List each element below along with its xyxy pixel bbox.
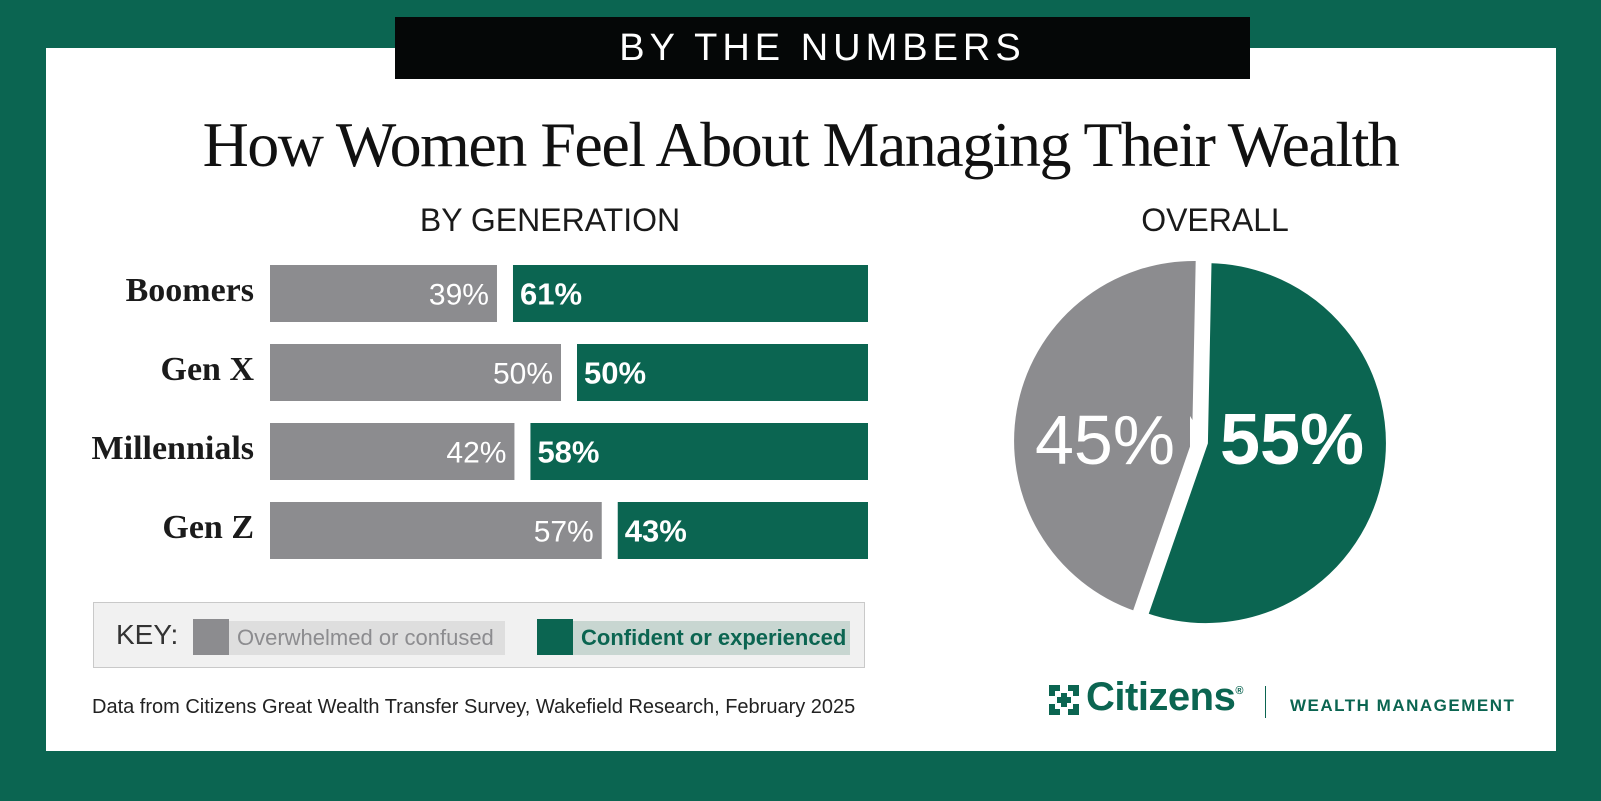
legend: KEY: Overwhelmed or confused Confident o… bbox=[93, 602, 865, 668]
citizens-logo-icon bbox=[1049, 685, 1079, 715]
legend-label-overwhelmed: Overwhelmed or confused bbox=[229, 621, 505, 655]
bar-overwhelmed-boomers bbox=[270, 265, 497, 322]
data-label-confident-millennials: 58% bbox=[537, 435, 599, 470]
bar-confident-boomers bbox=[512, 265, 868, 322]
bar-overwhelmed-millennials bbox=[270, 423, 515, 480]
data-label-confident-boomers: 61% bbox=[520, 277, 582, 312]
legend-title: KEY: bbox=[116, 619, 179, 650]
data-label-overwhelmed-millennials: 42% bbox=[446, 437, 506, 470]
bar-overwhelmed-gen-z bbox=[270, 502, 602, 559]
logo-subtitle: WEALTH MANAGEMENT bbox=[1290, 696, 1516, 715]
logo-name: Citizens bbox=[1086, 675, 1236, 719]
banner-text: BY THE NUMBERS bbox=[619, 26, 1026, 69]
category-label-boomers: Boomers bbox=[125, 272, 254, 309]
bar-confident-millennials bbox=[530, 423, 868, 480]
bar-overwhelmed-gen-x bbox=[270, 344, 561, 401]
pie-label-confident: 55% bbox=[1220, 400, 1364, 480]
banner: BY THE NUMBERS bbox=[395, 17, 1250, 79]
logo-wordmark: Citizens® bbox=[1086, 675, 1243, 720]
bar-confident-gen-x bbox=[577, 344, 868, 401]
bar-confident-gen-z bbox=[617, 502, 868, 559]
category-label-millennials: Millennials bbox=[91, 430, 254, 467]
category-label-gen-z: Gen Z bbox=[162, 509, 254, 546]
pie-slice-overwhelmed bbox=[1010, 256, 1200, 616]
page-title: How Women Feel About Managing Their Weal… bbox=[202, 109, 1400, 180]
data-label-overwhelmed-gen-x: 50% bbox=[493, 358, 553, 391]
logo-divider bbox=[1265, 686, 1266, 718]
source-note: Data from Citizens Great Wealth Transfer… bbox=[92, 696, 856, 718]
bar-chart-title: BY GENERATION bbox=[419, 202, 681, 238]
legend-swatch-confident bbox=[537, 619, 573, 655]
data-label-overwhelmed-gen-z: 57% bbox=[534, 516, 594, 549]
registered-mark: ® bbox=[1235, 685, 1243, 697]
pie-label-overwhelmed: 45% bbox=[1035, 401, 1175, 479]
data-label-overwhelmed-boomers: 39% bbox=[429, 279, 489, 312]
data-label-confident-gen-z: 43% bbox=[625, 514, 687, 549]
legend-swatch-overwhelmed bbox=[193, 619, 229, 655]
category-label-gen-x: Gen X bbox=[160, 351, 255, 388]
pie-slice-confident bbox=[1143, 259, 1390, 627]
pie-divider-arrow bbox=[1190, 416, 1206, 468]
pie-chart: 45% 55% bbox=[1010, 256, 1390, 627]
pie-chart-title: OVERALL bbox=[1141, 202, 1289, 238]
legend-label-confident: Confident or experienced bbox=[573, 621, 850, 655]
data-label-confident-gen-x: 50% bbox=[584, 356, 646, 391]
